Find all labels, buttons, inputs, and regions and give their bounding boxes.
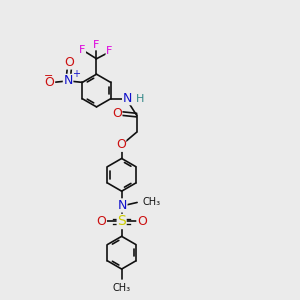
Text: F: F (79, 45, 86, 55)
Text: O: O (45, 76, 55, 89)
Text: N: N (123, 92, 132, 105)
Text: O: O (64, 56, 74, 69)
Text: F: F (106, 46, 112, 56)
Text: CH₃: CH₃ (112, 283, 131, 293)
Text: CH₃: CH₃ (142, 197, 160, 208)
Text: N: N (63, 74, 73, 87)
Text: O: O (112, 107, 122, 120)
Text: −: − (44, 71, 53, 81)
Text: O: O (116, 138, 126, 151)
Text: O: O (97, 215, 106, 228)
Text: N: N (118, 199, 127, 212)
Text: +: + (72, 69, 80, 79)
Text: S: S (117, 214, 126, 229)
Text: F: F (93, 40, 100, 50)
Text: H: H (136, 94, 144, 104)
Text: O: O (137, 215, 147, 228)
